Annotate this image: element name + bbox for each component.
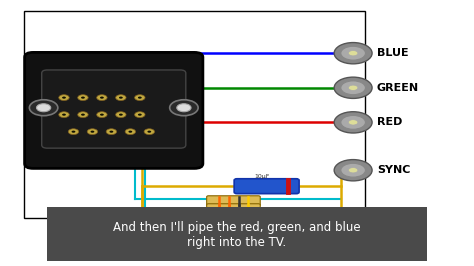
FancyBboxPatch shape — [207, 196, 260, 206]
Circle shape — [135, 95, 145, 101]
Circle shape — [97, 95, 107, 101]
Circle shape — [138, 97, 142, 99]
Text: And then I'll pipe the red, green, and blue
right into the TV.: And then I'll pipe the red, green, and b… — [113, 221, 361, 250]
FancyBboxPatch shape — [42, 70, 186, 148]
FancyBboxPatch shape — [207, 204, 260, 214]
Text: GREEN: GREEN — [377, 83, 419, 93]
Circle shape — [119, 114, 123, 116]
Circle shape — [334, 77, 372, 98]
Text: RED: RED — [377, 117, 402, 127]
FancyBboxPatch shape — [234, 179, 299, 194]
Circle shape — [116, 95, 126, 101]
Circle shape — [72, 131, 75, 133]
Circle shape — [59, 95, 69, 101]
Circle shape — [62, 114, 66, 116]
Bar — [24, 11, 365, 218]
Circle shape — [109, 131, 113, 133]
Circle shape — [87, 129, 98, 135]
Circle shape — [341, 163, 365, 177]
Circle shape — [59, 112, 69, 118]
Circle shape — [341, 115, 365, 129]
Circle shape — [106, 129, 117, 135]
Circle shape — [334, 160, 372, 181]
Circle shape — [68, 129, 79, 135]
Circle shape — [144, 129, 155, 135]
Circle shape — [119, 97, 123, 99]
FancyBboxPatch shape — [25, 52, 203, 168]
Circle shape — [348, 120, 358, 125]
Circle shape — [78, 112, 88, 118]
Circle shape — [36, 104, 51, 112]
FancyBboxPatch shape — [47, 207, 427, 261]
Circle shape — [177, 104, 191, 112]
Circle shape — [116, 112, 126, 118]
Circle shape — [135, 112, 145, 118]
Circle shape — [100, 97, 104, 99]
Circle shape — [128, 131, 132, 133]
Circle shape — [138, 114, 142, 116]
Circle shape — [78, 95, 88, 101]
Circle shape — [29, 100, 58, 116]
Text: BLUE: BLUE — [377, 48, 409, 58]
Circle shape — [100, 114, 104, 116]
Circle shape — [341, 81, 365, 95]
Circle shape — [348, 168, 358, 173]
Circle shape — [341, 46, 365, 60]
Circle shape — [348, 85, 358, 90]
Circle shape — [125, 129, 136, 135]
Circle shape — [334, 43, 372, 64]
Circle shape — [97, 112, 107, 118]
Circle shape — [91, 131, 94, 133]
Circle shape — [334, 112, 372, 133]
Text: 10μF: 10μF — [254, 174, 270, 179]
Circle shape — [170, 100, 198, 116]
Text: SYNC: SYNC — [377, 165, 410, 175]
Circle shape — [348, 51, 358, 56]
Circle shape — [62, 97, 66, 99]
Circle shape — [147, 131, 151, 133]
Circle shape — [81, 97, 85, 99]
Circle shape — [81, 114, 85, 116]
